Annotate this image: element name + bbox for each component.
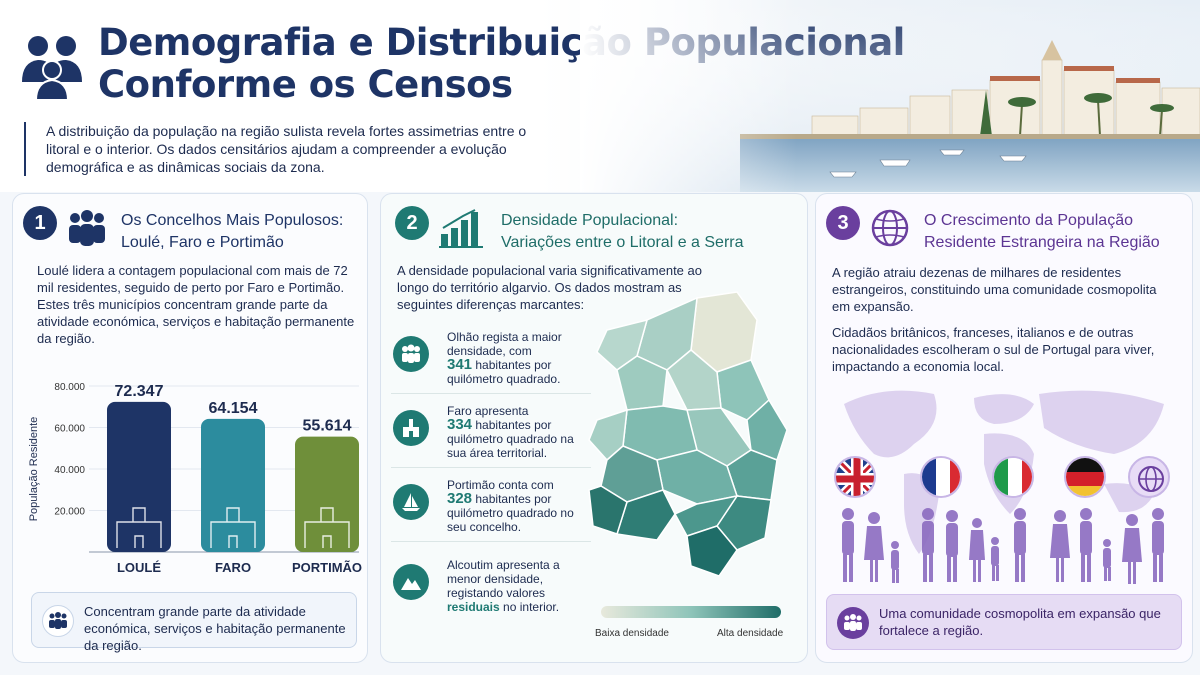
legend-high-label: Alta densidade: [717, 628, 784, 639]
panel-footer: Concentram grande parte da atividade eco…: [31, 592, 357, 653]
intro-text: A distribuição da população na região su…: [24, 122, 544, 176]
density-item-alcoutim: Alcoutim apresenta a menor densidade, re…: [391, 556, 591, 622]
panel-number: 3: [826, 206, 860, 240]
panel-title-line-1: O Crescimento da População: [924, 212, 1133, 229]
density-pre: Portimão conta com: [447, 478, 554, 492]
y-tick-label: 80.000: [54, 382, 85, 393]
panel-title: Densidade Populacional: Variações entre …: [501, 210, 744, 254]
mountain-icon: [393, 564, 429, 600]
x-category-label: FARO: [215, 560, 251, 575]
density-item-faro: Faro apresenta 334 habitantes por quilóm…: [391, 402, 591, 468]
panel-title-line-2: Variações entre o Litoral e a Serra: [501, 234, 744, 251]
density-value: residuais: [447, 600, 500, 614]
people-icon: [393, 336, 429, 372]
panel-description: Loulé lidera a contagem populacional com…: [37, 263, 355, 346]
building-outline-icon: [116, 507, 162, 548]
density-post: habitantes por quilómetro quadrado na su…: [447, 418, 574, 460]
panel-footer: Uma comunidade cosmopolita em expansão q…: [826, 594, 1182, 650]
panel-title-line-2: Loulé, Faro e Portimão: [121, 234, 284, 251]
group-icon: [42, 605, 74, 637]
y-tick-label: 60.000: [54, 424, 85, 435]
bar-chart-icon: [439, 209, 483, 248]
density-pre: Faro apresenta: [447, 404, 529, 418]
bar-value-label: 72.347: [115, 383, 164, 400]
building-outline-icon: [304, 507, 350, 548]
people-silhouettes: [842, 508, 1164, 584]
density-item-olhao: Olhão regista a maior densidade, com 341…: [391, 328, 591, 394]
panel-description-2: Cidadãos britânicos, franceses, italiano…: [832, 325, 1155, 374]
bar-faro: [201, 418, 265, 552]
y-tick-label: 40.000: [54, 465, 85, 476]
density-text: Alcoutim apresenta a menor densidade, re…: [447, 558, 587, 614]
panel-populous-municipalities: 1 Os Concelhos Mais Populosos: Loulé, Fa…: [12, 193, 368, 663]
panel-number: 1: [23, 206, 57, 240]
legend-low-label: Baixa densidade: [595, 628, 669, 639]
density-post: habitantes por quilómetro quadrado no se…: [447, 492, 574, 534]
density-legend-bar: [601, 606, 781, 618]
y-axis-label: População Residente: [28, 417, 40, 522]
panel-title: O Crescimento da População Residente Est…: [924, 210, 1160, 254]
x-category-label: LOULÉ: [117, 560, 161, 575]
panel-number: 2: [395, 206, 429, 240]
building-outline-icon: [210, 507, 256, 548]
density-pre: Alcoutim apresenta a menor densidade, re…: [447, 558, 560, 600]
bar-portimão: [295, 436, 359, 552]
population-bar-chart: População Residente 80.000 60.000 40.000 20.…: [28, 382, 362, 575]
density-text: Olhão regista a maior densidade, com 341…: [447, 330, 587, 386]
density-item-portimao: Portimão conta com 328 habitantes por qu…: [391, 476, 591, 542]
france-flag-icon: [920, 456, 962, 498]
density-post: habitantes por quilómetro quadrado.: [447, 358, 561, 386]
y-tick-label: 20.000: [54, 507, 85, 518]
panel-title-line-2: Residente Estrangeira na Região: [924, 234, 1160, 251]
bar-value-label: 55.614: [303, 418, 352, 435]
density-value: 334: [447, 416, 473, 433]
panel-description: A densidade populacional varia significa…: [397, 263, 702, 312]
bar-loulé: [107, 401, 171, 552]
panel-foreign-residents: 3 O Crescimento da População Residente E…: [815, 193, 1193, 663]
globe-icon: [871, 209, 909, 247]
panel-description: A região atraiu dezenas de milhares de r…: [832, 265, 1157, 314]
panel-title-line-1: Densidade Populacional:: [501, 212, 679, 229]
group-icon: [837, 607, 869, 639]
title-line-2: Conforme os Censos: [98, 63, 513, 106]
group-icon: [69, 210, 105, 246]
density-pre: Olhão regista a maior densidade, com: [447, 330, 562, 358]
density-value: 341: [447, 356, 473, 373]
coastal-town-image: [580, 0, 1200, 192]
italy-flag-icon: [992, 456, 1034, 498]
density-text: Portimão conta com 328 habitantes por qu…: [447, 478, 587, 534]
panel-title: Os Concelhos Mais Populosos: Loulé, Faro…: [121, 210, 343, 254]
density-text: Faro apresenta 334 habitantes por quilóm…: [447, 404, 587, 460]
x-category-label: PORTIMÃO: [292, 560, 362, 575]
sailboat-icon: [393, 484, 429, 520]
density-map: [588, 291, 788, 577]
panel-population-density: 2 Densidade Populacional: Variações entr…: [380, 193, 808, 663]
panel-title-line-1: Os Concelhos Mais Populosos:: [121, 212, 344, 229]
people-icon: [22, 36, 82, 101]
density-value: 328: [447, 490, 473, 507]
footer-text: Uma comunidade cosmopolita em expansão q…: [879, 606, 1161, 638]
header: Demografia e Distribuição Populacional C…: [0, 0, 1200, 192]
uk-flag-icon: [834, 456, 876, 498]
church-icon: [393, 410, 429, 446]
globe-icon: [1128, 456, 1170, 498]
footer-text: Concentram grande parte da atividade eco…: [84, 604, 346, 653]
density-post: no interior.: [503, 600, 560, 614]
germany-flag-icon: [1064, 456, 1106, 498]
bar-value-label: 64.154: [209, 400, 258, 417]
